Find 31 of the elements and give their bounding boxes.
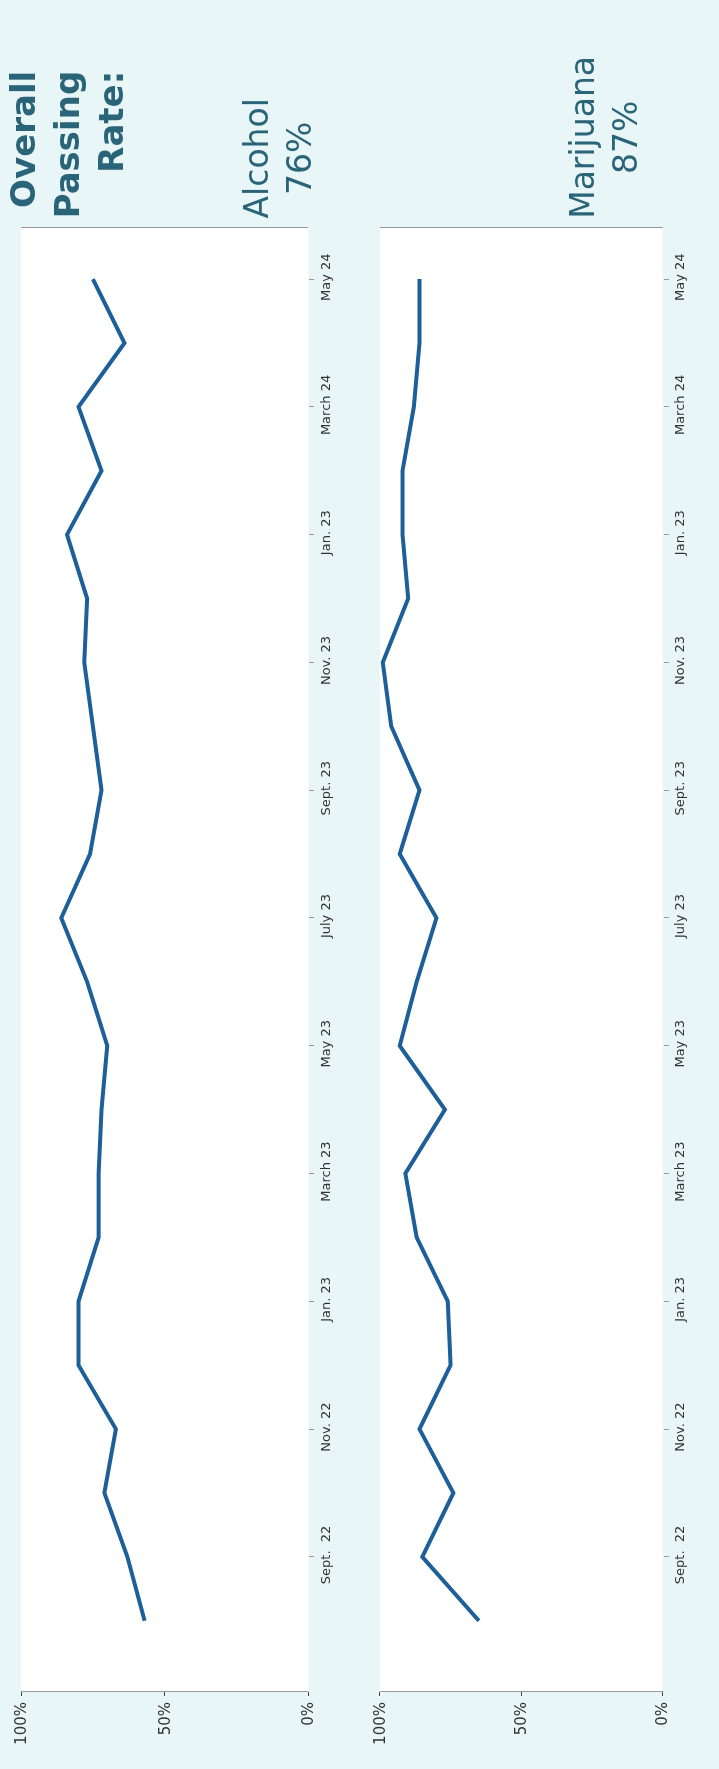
y-tick-label: March 23 [318, 1141, 334, 1202]
y-tick-label: Sept. 22 [318, 1525, 334, 1585]
y-tick-label: Jan. 23 [672, 1276, 688, 1323]
y-tick-label: Nov. 22 [318, 1402, 334, 1452]
text: Overall Passing Rate: [2, 70, 132, 219]
y-tick-label: Nov. 22 [672, 1402, 688, 1452]
y-tick-label: Sept. 22 [672, 1525, 688, 1585]
x-tick-label: 0% [299, 1702, 318, 1726]
y-tick-label: July 23 [318, 893, 334, 940]
text: Alcohol 76% [237, 98, 319, 219]
y-tick-label: July 23 [672, 893, 688, 940]
y-tick-label: Jan. 23 [672, 510, 688, 557]
y-tick-label: May 24 [672, 253, 688, 301]
y-tick-label: Sept. 23 [672, 761, 688, 816]
y-tick-label: Jan. 23 [318, 1276, 334, 1323]
x-tick-label: 100% [370, 1702, 389, 1745]
y-tick-label: Nov. 23 [318, 635, 334, 686]
y-tick-label: Jan. 23 [318, 510, 334, 557]
y-tick-label: Nov. 23 [672, 635, 688, 686]
y-tick-label: March 23 [672, 1141, 688, 1202]
y-tick-label: March 24 [318, 374, 334, 436]
y-tick-label: May 23 [672, 1020, 688, 1068]
x-tick-label: 0% [653, 1702, 672, 1726]
x-tick-label: 50% [512, 1702, 531, 1736]
y-tick-label: May 23 [318, 1020, 334, 1068]
y-tick-label: March 24 [672, 374, 688, 436]
y-tick-label: May 24 [318, 253, 334, 301]
x-tick-label: 100% [11, 1702, 30, 1745]
x-tick-label: 50% [155, 1702, 174, 1736]
y-tick-label: Sept. 23 [318, 761, 334, 816]
text: Marijuana 87% [563, 55, 646, 219]
